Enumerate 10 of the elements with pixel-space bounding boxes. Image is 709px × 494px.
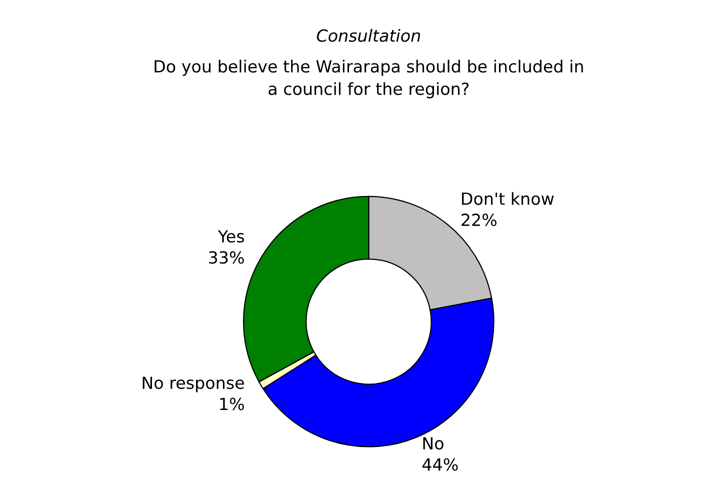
slice-label: No response	[142, 376, 244, 392]
chart-title: Consultation	[316, 28, 420, 42]
data-label: 33%	[209, 251, 244, 264]
slice-label: Yes	[218, 230, 244, 243]
data-label: 44%	[422, 458, 458, 471]
slice-label: No	[423, 437, 444, 450]
slice-label: Don't know	[462, 192, 554, 205]
data-label: 1%	[220, 398, 244, 410]
data-label: 22%	[462, 214, 497, 226]
chart-subtitle: Do you believe the Wairarapa should be included in a council for the region?	[154, 60, 583, 98]
